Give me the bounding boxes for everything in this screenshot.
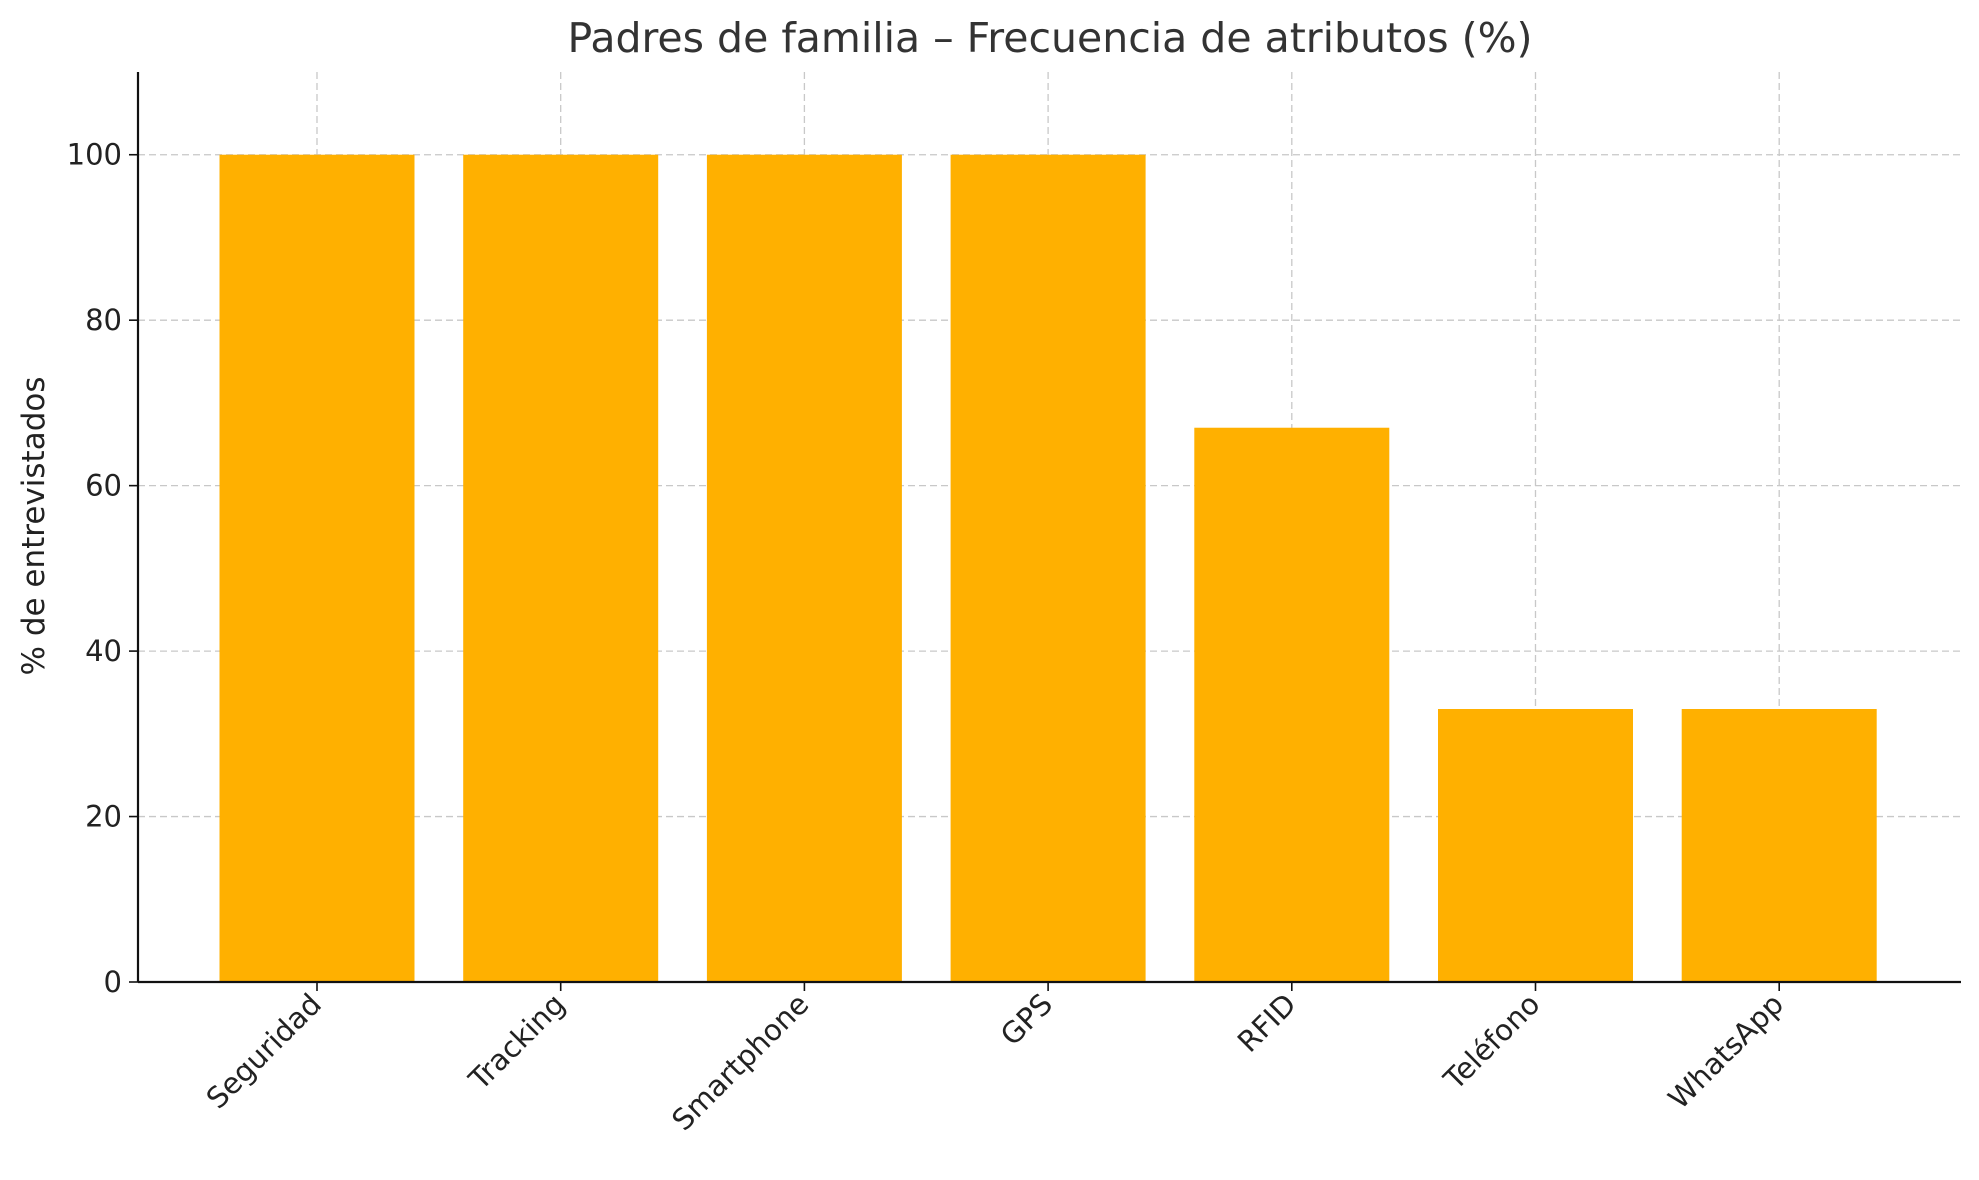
y-tick-label: 20	[85, 800, 122, 834]
x-tick-label: WhatsApp	[1661, 987, 1790, 1116]
y-axis-label: % de entrevistados	[16, 377, 52, 676]
y-tick-label: 0	[104, 965, 122, 999]
x-tick-label: Tracking	[462, 987, 572, 1097]
bar-teléfono	[1438, 709, 1633, 982]
bar-gps	[950, 154, 1146, 982]
bar-whatsapp	[1681, 709, 1877, 982]
y-tick-label: 60	[85, 469, 122, 503]
x-tick-label: RFID	[1231, 987, 1303, 1059]
axes	[129, 72, 1961, 991]
x-tick-label: Seguridad	[200, 987, 328, 1115]
x-tick-label: GPS	[994, 987, 1059, 1052]
bar-smartphone	[706, 154, 902, 982]
y-tick-label: 80	[85, 303, 122, 337]
bar-seguridad	[219, 154, 415, 982]
bar-rfid	[1194, 427, 1390, 982]
bar-tracking	[463, 154, 659, 982]
y-tick-label: 40	[85, 634, 122, 668]
x-tick-label: Smartphone	[665, 987, 815, 1137]
bars	[219, 154, 1877, 982]
y-tick-label: 100	[67, 138, 122, 172]
chart-title: Padres de familia – Frecuencia de atribu…	[567, 14, 1532, 62]
x-tick-label: Teléfono	[1436, 987, 1546, 1097]
